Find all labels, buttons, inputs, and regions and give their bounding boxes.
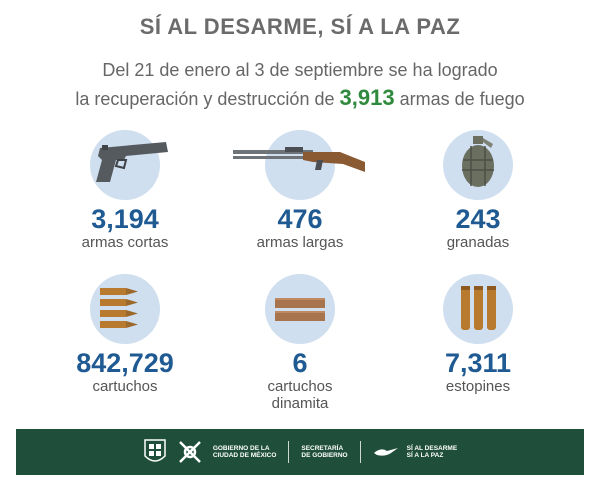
stat-value: 243 xyxy=(455,204,501,234)
campaign-label: SÍ AL DESARME SÍ A LA PAZ xyxy=(407,445,458,460)
dove-icon xyxy=(373,448,398,456)
secretaria-label: SECRETARÍA DE GOBIERNO xyxy=(301,445,347,460)
grenade-icon xyxy=(443,130,513,200)
campaign-line-1: SÍ AL DESARME xyxy=(406,444,458,452)
stat-label: granadas xyxy=(446,234,510,251)
subtitle-line-2-start: la recuperación y destrucción de xyxy=(75,89,335,109)
stat-cartuchos-dinamita: 6 cartuchos dinamita xyxy=(210,274,390,412)
cdmx-logo-icon xyxy=(178,441,201,463)
dynamite-icon xyxy=(265,274,335,344)
stat-cartuchos: 842,729 cartuchos xyxy=(35,274,215,395)
footer-divider xyxy=(288,441,290,463)
footer-banner: GOBIERNO DE LA CIUDAD DE MÉXICO SECRETAR… xyxy=(16,429,584,475)
total-weapons-highlight: 3,913 xyxy=(339,85,395,110)
cdmx-shield-icon xyxy=(144,439,166,462)
page-title: SÍ AL DESARME, SÍ A LA PAZ xyxy=(139,14,461,39)
rifle-icon xyxy=(233,130,365,200)
stat-label: estopines xyxy=(445,378,511,395)
stat-label: cartuchos xyxy=(92,378,158,395)
stat-label-line-1: cartuchos xyxy=(267,378,333,395)
pistol-icon xyxy=(90,130,168,200)
stat-label-line-2: dinamita xyxy=(271,395,329,412)
stat-value: 6 xyxy=(292,348,308,378)
stat-armas-largas: 476 armas largas xyxy=(210,130,390,251)
gov-line-1: GOBIERNO DE LA xyxy=(212,444,270,452)
stat-granadas: 243 granadas xyxy=(388,130,568,251)
stat-value: 3,194 xyxy=(91,204,159,234)
subtitle-line-2-end: armas de fuego xyxy=(399,89,525,109)
stat-label: cartuchos dinamita xyxy=(210,378,390,412)
subtitle: Del 21 de enero al 3 de septiembre se ha… xyxy=(0,56,600,113)
stat-armas-cortas: 3,194 armas cortas xyxy=(35,130,215,251)
campaign-line-2: SÍ A LA PAZ xyxy=(406,452,444,459)
stat-label: armas cortas xyxy=(81,234,169,251)
sec-line-2: DE GOBIERNO xyxy=(301,452,348,459)
subtitle-line-1: Del 21 de enero al 3 de septiembre se ha… xyxy=(102,60,498,80)
stat-value: 7,311 xyxy=(444,348,512,378)
footer-divider xyxy=(359,441,361,463)
sec-line-1: SECRETARÍA xyxy=(301,444,344,452)
stat-value: 476 xyxy=(277,204,323,234)
cartridges-icon xyxy=(90,274,160,344)
stat-value: 842,729 xyxy=(76,348,174,378)
detonators-icon xyxy=(443,274,513,344)
gov-line-2: CIUDAD DE MÉXICO xyxy=(212,452,277,459)
gov-cdmx-label: GOBIERNO DE LA CIUDAD DE MÉXICO xyxy=(213,445,277,460)
stat-estopines: 7,311 estopines xyxy=(388,274,568,395)
subtitle-line-2: la recuperación y destrucción de 3,913 a… xyxy=(0,84,600,113)
stat-label: armas largas xyxy=(256,234,344,251)
